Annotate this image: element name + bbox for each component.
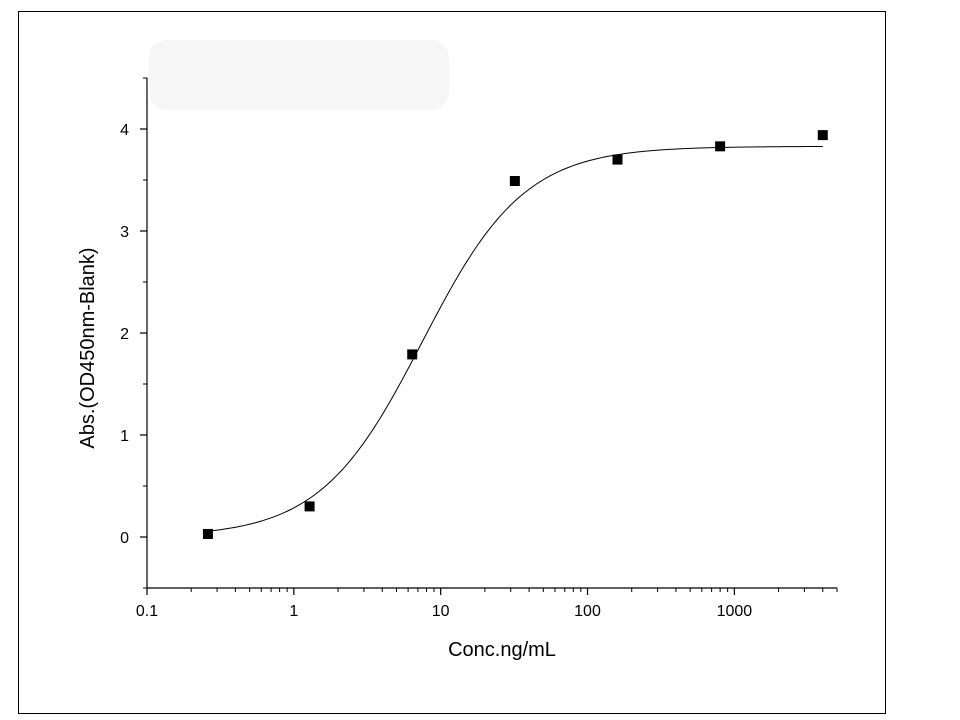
fit-curve-layer xyxy=(207,145,823,532)
fit-curve-line xyxy=(207,145,823,532)
chart-frame: 0 1 2 3 4 0.1 1 10 100 1000 Conc.ng/mL Abs.(OD450nm… xyxy=(18,11,886,714)
tick-labels-layer: 0 1 2 3 4 0.1 1 10 100 1000 Conc.ng/mL Abs.(OD450nm… xyxy=(77,122,752,661)
axes xyxy=(140,77,838,595)
data-points-layer xyxy=(202,130,828,539)
data-point xyxy=(407,349,418,360)
y-tick-label: 2 xyxy=(120,326,129,343)
y-tick-label: 3 xyxy=(120,224,129,241)
chart-svg: 0 1 2 3 4 0.1 1 10 100 1000 Conc.ng/mL Abs.(OD450nm… xyxy=(77,40,838,661)
data-point xyxy=(202,528,213,539)
data-point xyxy=(509,176,520,187)
x-tick-label: 10 xyxy=(432,603,450,620)
x-tick-label: 0.1 xyxy=(136,603,158,620)
x-tick-label: 1000 xyxy=(717,603,753,620)
data-point xyxy=(715,141,726,152)
data-point xyxy=(817,130,828,141)
x-axis-title: Conc.ng/mL xyxy=(448,639,556,661)
y-axis-title: Abs.(OD450nm-Blank) xyxy=(77,247,99,448)
data-point xyxy=(612,154,623,165)
redacted-title-area xyxy=(149,40,449,110)
y-tick-label: 0 xyxy=(120,530,129,547)
x-tick-label: 100 xyxy=(574,603,601,620)
data-point xyxy=(304,501,315,512)
y-tick-label: 1 xyxy=(120,428,129,445)
x-tick-label: 1 xyxy=(289,603,298,620)
y-tick-label: 4 xyxy=(120,122,129,139)
